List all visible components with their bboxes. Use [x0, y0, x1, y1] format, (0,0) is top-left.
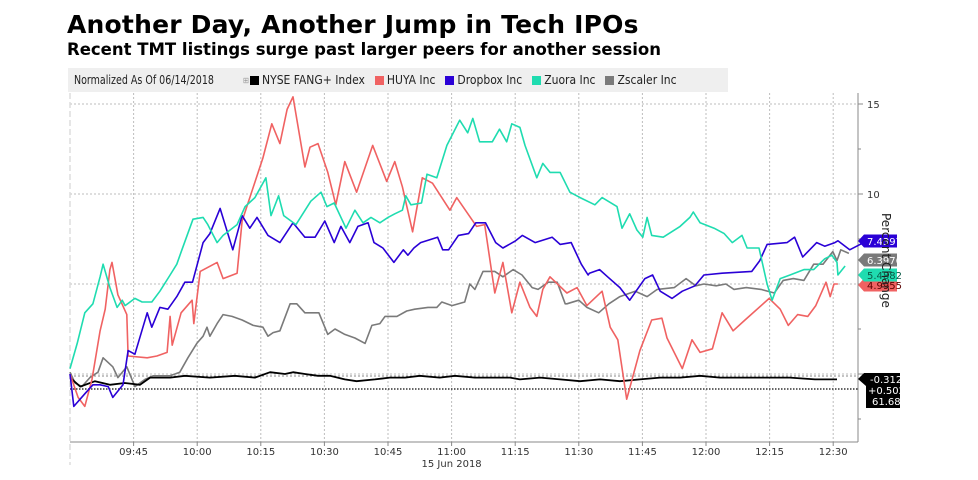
tag-shape	[858, 234, 897, 248]
legend-toggle-icon: ⊞	[243, 75, 250, 85]
legend-item: HUYA Inc	[374, 73, 436, 87]
x-tick-label: 12:00	[692, 447, 721, 458]
x-tick-label: 09:45	[119, 447, 148, 458]
x-tick-label: 11:15	[501, 447, 530, 458]
tag-shape	[858, 253, 897, 267]
legend-label: Zscaler Inc	[617, 73, 677, 87]
tag-value: 4.9955	[867, 281, 902, 292]
x-tick-label: 11:45	[628, 447, 657, 458]
x-tick-label: 10:45	[374, 447, 403, 458]
legend-item: Zuora Inc	[532, 73, 595, 87]
legend: Normalized As Of 06/14/2018 ⊞ NYSE FANG+ …	[68, 68, 728, 92]
series-line-huya-inc	[69, 96, 838, 408]
chart-subtitle: Recent TMT listings surge past larger pe…	[67, 40, 661, 59]
tag-value: +0.5025	[868, 386, 911, 397]
series-line-zuora-inc	[69, 117, 846, 369]
y-tick-label: 10	[867, 190, 880, 201]
x-tick-label: 10:00	[183, 447, 212, 458]
y-tick-label: 15	[867, 100, 880, 111]
tag-value: -0.3121	[870, 375, 909, 386]
last-value-tags: 4.9955 7.4397 5.4882 6.3976 -0.3121+0.502561…	[858, 234, 911, 408]
x-tick-label: 12:15	[755, 447, 784, 458]
x-tick-label: 10:15	[246, 447, 275, 458]
legend-label: NYSE FANG+ Index	[262, 73, 365, 87]
x-tick-label: 11:30	[564, 447, 593, 458]
x-tick-label: 11:00	[437, 447, 466, 458]
tag-value: 6.3976	[867, 256, 902, 267]
legend-item: Dropbox Inc	[445, 73, 522, 87]
x-tick-label: 10:30	[310, 447, 339, 458]
legend-swatch	[532, 75, 542, 85]
axes: 09:45 10:00 10:15 10:30 10:45 11:00 11:15 11:30…	[69, 93, 880, 470]
series-lines	[69, 96, 875, 408]
tag-shape	[858, 278, 897, 292]
tag-value: 5.4882	[867, 271, 902, 282]
x-axis-date-label: 15 Jun 2018	[422, 459, 482, 470]
legend-swatch	[374, 75, 384, 85]
legend-label: HUYA Inc	[386, 73, 436, 87]
legend-normalized-note: Normalized As Of 06/14/2018	[74, 73, 214, 87]
chart-title: Another Day, Another Jump in Tech IPOs	[67, 10, 639, 39]
legend-label: Zuora Inc	[544, 73, 596, 87]
grid	[70, 93, 858, 442]
last-value-tag: 6.3976	[858, 253, 902, 267]
last-value-tag: 7.4397	[858, 234, 902, 248]
series-line-nyse-fang-index	[69, 371, 837, 388]
tag-value: 7.4397	[867, 237, 902, 248]
y-axis-label: Percent Change	[879, 213, 893, 308]
tag-shape	[858, 373, 900, 408]
legend-label: Dropbox Inc	[457, 73, 523, 87]
x-tick-label: 12:30	[819, 447, 848, 458]
tag-value: 61.68%	[872, 397, 910, 408]
last-value-tag: 4.9955	[858, 278, 902, 292]
legend-swatch	[445, 75, 455, 85]
legend-item: ⊞ NYSE FANG+ Index	[243, 73, 365, 87]
legend-swatch	[605, 75, 615, 85]
legend-swatch	[250, 75, 260, 85]
series-line-zscaler-inc	[69, 249, 850, 388]
series-line-dropbox-inc	[69, 207, 875, 408]
last-value-tag: 5.4882	[858, 268, 902, 282]
legend-item: Zscaler Inc	[605, 73, 677, 87]
tag-shape	[858, 268, 897, 282]
